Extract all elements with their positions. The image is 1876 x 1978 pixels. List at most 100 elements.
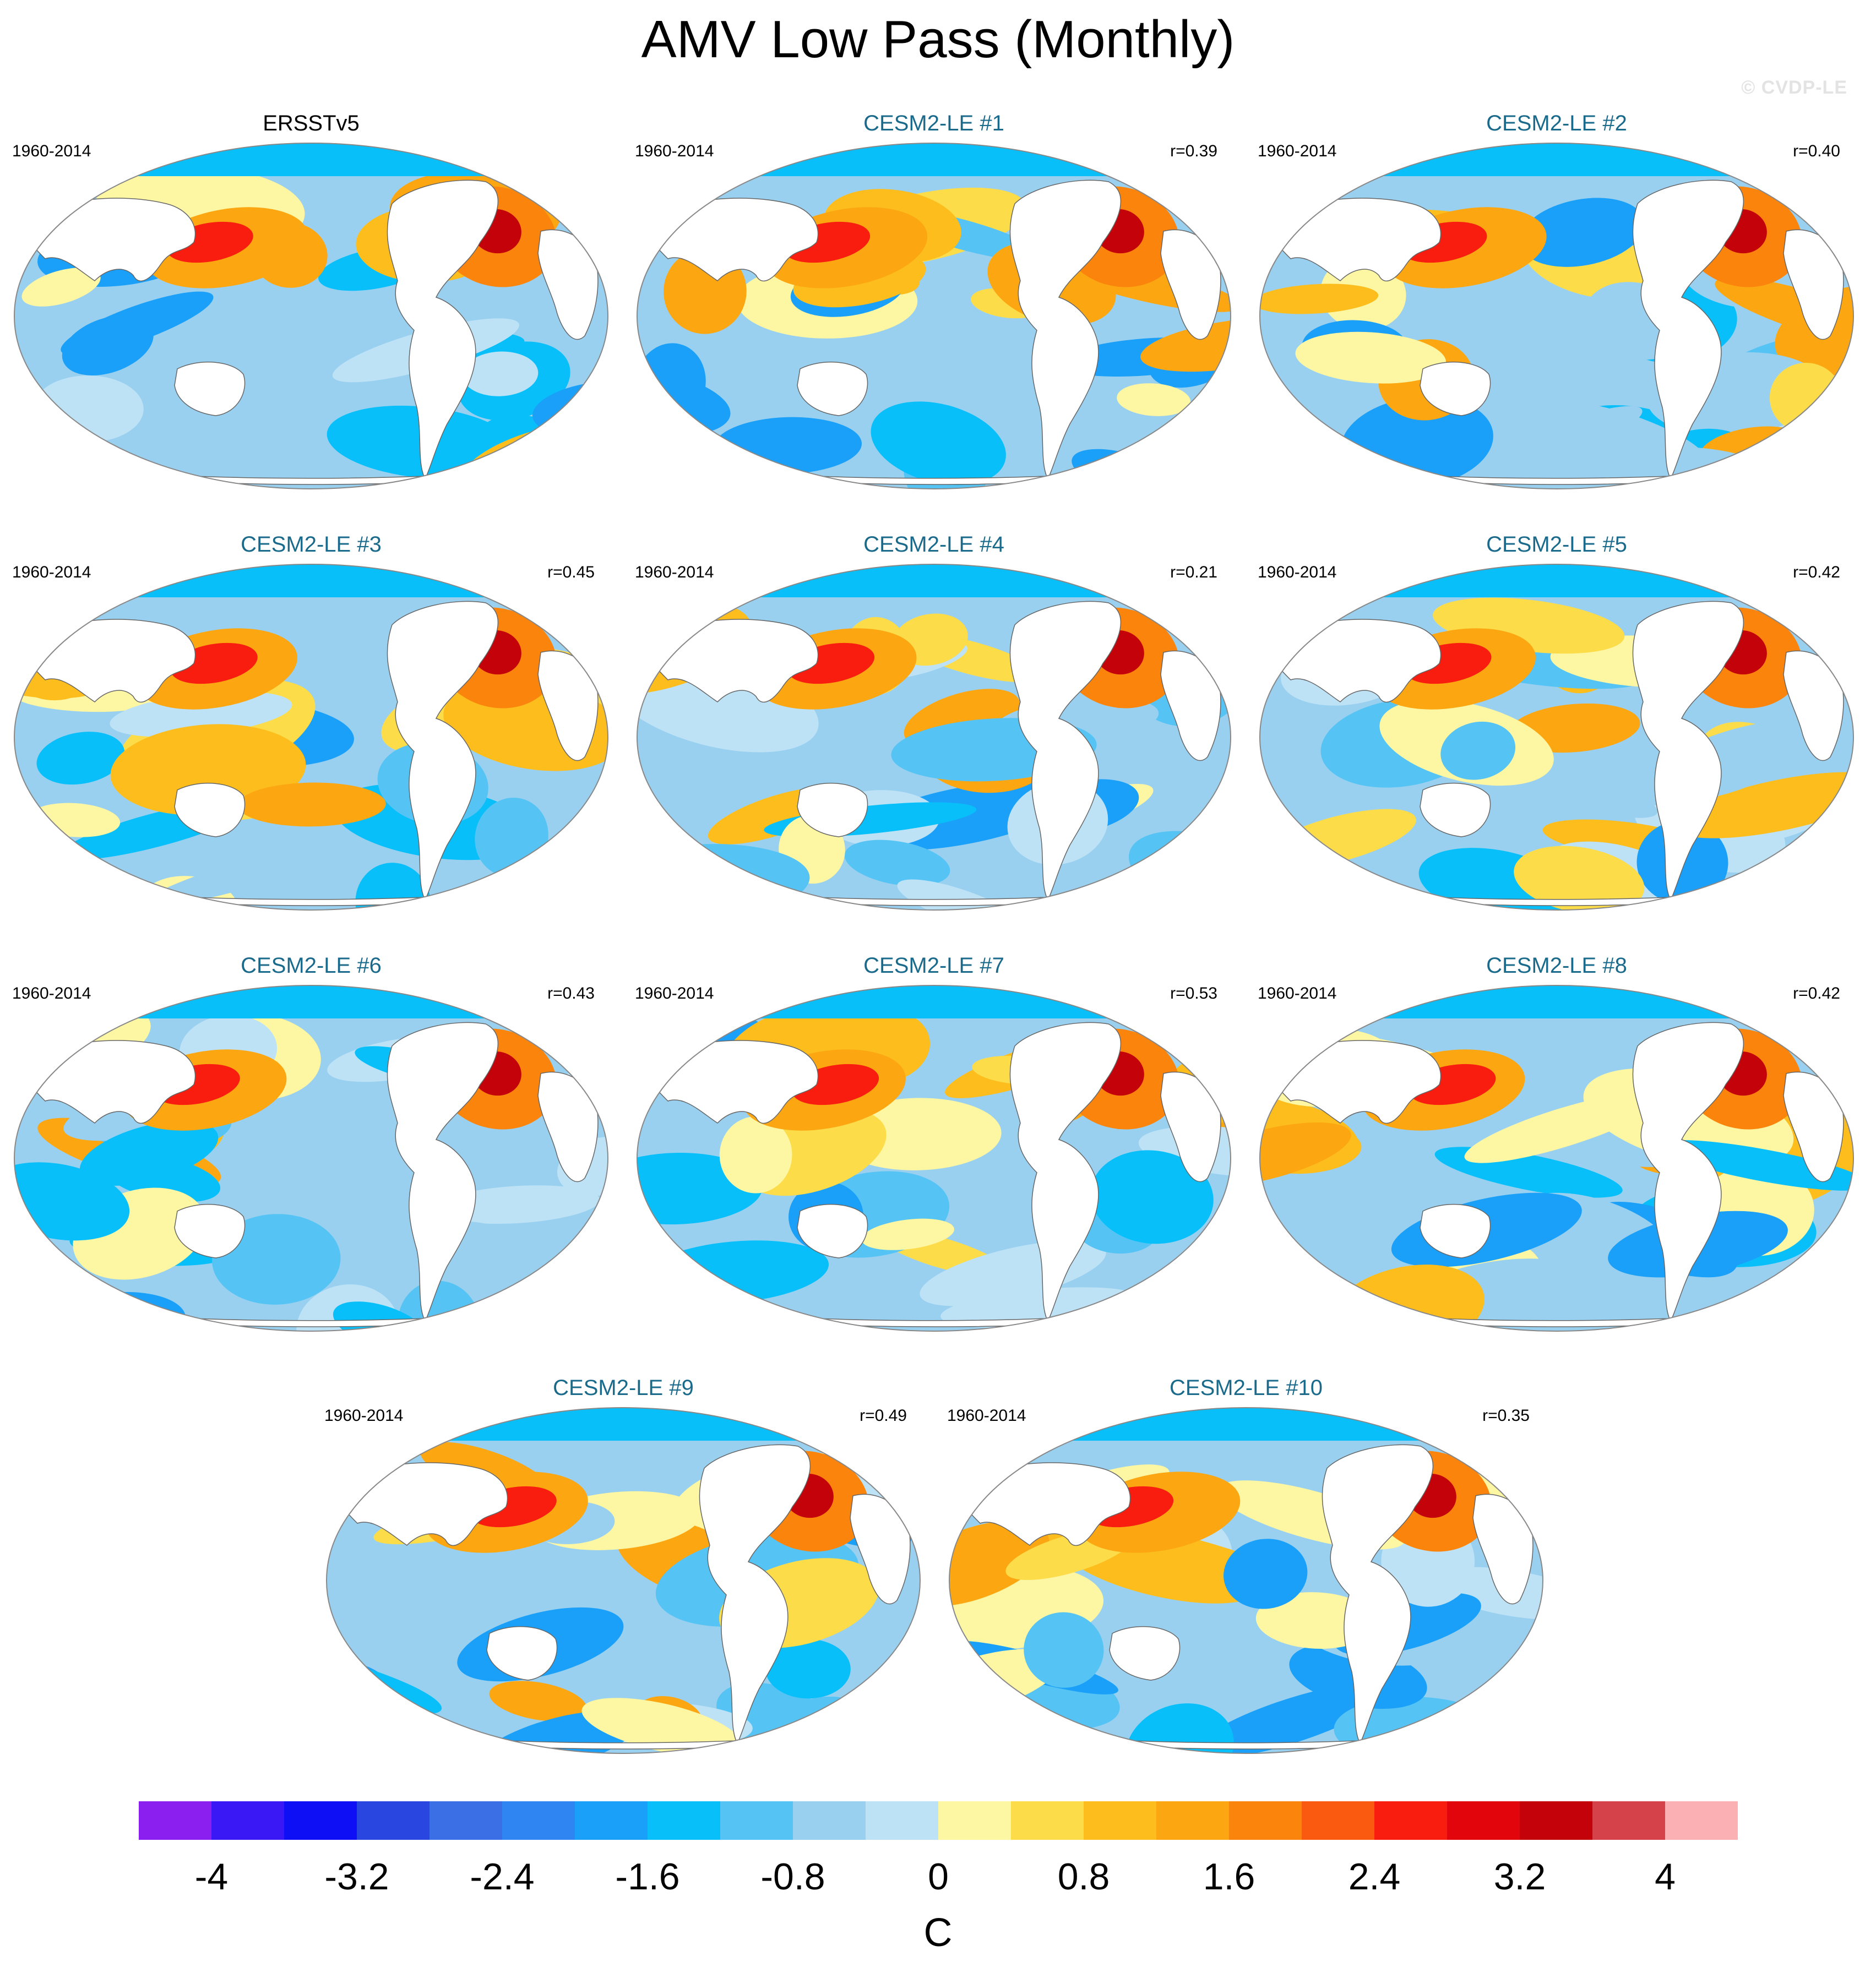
anomaly-region <box>1295 331 1447 384</box>
anomaly-region <box>1673 772 1853 838</box>
anomaly-region <box>187 432 349 489</box>
sst-anomaly-map <box>637 564 1231 911</box>
panel-correlation: r=0.45 <box>547 563 595 581</box>
map-panel-member-6: CESM2-LE #6 1960-2014 r=0.43 <box>6 952 617 1332</box>
colorbar-swatch <box>139 1801 211 1840</box>
land-mass <box>1009 179 1122 480</box>
colorbar-swatch <box>575 1801 648 1840</box>
panel-title: CESM2-LE #6 <box>241 953 382 978</box>
watermark: © CVDP-LE <box>1741 77 1847 98</box>
colorbar-swatch <box>1156 1801 1229 1840</box>
land-mass <box>1632 601 1744 901</box>
anomaly-region <box>176 305 298 377</box>
land-mass <box>1009 601 1122 901</box>
colorbar-swatch <box>211 1801 284 1840</box>
panel-correlation: r=0.42 <box>1793 984 1840 1002</box>
anomaly-region <box>885 422 989 471</box>
panel-correlation: r=0.35 <box>1482 1407 1530 1425</box>
map-border <box>14 985 608 1332</box>
anomaly-region <box>1514 846 1645 910</box>
colorbar-tick-label: -2.4 <box>470 1856 535 1898</box>
sst-anomaly-map <box>1259 143 1854 489</box>
anomaly-region <box>1520 198 1645 267</box>
anomaly-region <box>79 1121 219 1186</box>
anomaly-region <box>238 782 386 827</box>
sst-anomaly-map <box>1259 564 1854 911</box>
panel-period: 1960-2014 <box>947 1407 1026 1425</box>
panel-period: 1960-2014 <box>1258 984 1337 1002</box>
map-border <box>637 143 1231 489</box>
colorbar-tick-label: 3.2 <box>1493 1856 1546 1898</box>
anomaly-region <box>637 1153 763 1225</box>
anomaly-region <box>14 821 53 853</box>
colorbar-swatch <box>938 1801 1011 1840</box>
panel-title: CESM2-LE #10 <box>1170 1376 1323 1400</box>
anomaly-region <box>1117 383 1191 416</box>
land-mass <box>797 782 868 837</box>
colorbar <box>139 1801 1738 1840</box>
anomaly-region <box>897 879 1025 910</box>
panel-correlation: r=0.42 <box>1793 563 1840 581</box>
colorbar-swatch <box>429 1801 502 1840</box>
colorbar-swatch <box>1374 1801 1447 1840</box>
colorbar-tick-label: 2.4 <box>1348 1856 1401 1898</box>
colorbar-swatch <box>1084 1801 1156 1840</box>
land-mass <box>387 179 499 480</box>
panel-correlation: r=0.49 <box>860 1407 907 1425</box>
colorbar-tick-label: -0.8 <box>760 1856 825 1898</box>
map-panel-member-10: CESM2-LE #10 1960-2014 r=0.35 <box>940 1375 1552 1754</box>
sst-anomaly-map <box>326 1407 921 1754</box>
colorbar-tick-label: -1.6 <box>615 1856 680 1898</box>
colorbar-swatch <box>1011 1801 1084 1840</box>
map-border <box>637 564 1231 911</box>
colorbar-swatch <box>1665 1801 1738 1840</box>
land-mass <box>1632 1022 1744 1322</box>
map-panel-member-9: CESM2-LE #9 1960-2014 r=0.49 <box>318 1375 929 1754</box>
anomaly-region <box>1024 1612 1104 1688</box>
land-mass <box>1420 361 1491 416</box>
map-border <box>1259 564 1854 911</box>
panel-correlation: r=0.43 <box>547 984 595 1002</box>
sst-anomaly-map <box>637 985 1231 1332</box>
panel-period: 1960-2014 <box>324 1407 404 1425</box>
land-mass <box>1009 1022 1122 1322</box>
panel-title: CESM2-LE #3 <box>241 532 382 557</box>
anomaly-region <box>844 840 950 886</box>
panel-title: CESM2-LE #8 <box>1486 953 1627 978</box>
panel-correlation: r=0.39 <box>1170 142 1217 160</box>
land-mass <box>1632 179 1744 480</box>
colorbar-tick-label: -3.2 <box>324 1856 389 1898</box>
map-panel-member-7: CESM2-LE #7 1960-2014 r=0.53 <box>628 952 1239 1332</box>
land-mass <box>699 1444 811 1745</box>
land-mass <box>1322 1444 1434 1745</box>
map-panel-member-4: CESM2-LE #4 1960-2014 r=0.21 <box>628 531 1239 911</box>
colorbar-swatch <box>648 1801 720 1840</box>
anomaly-region <box>21 268 101 307</box>
land-mass <box>797 361 868 416</box>
map-panel-ersstv5: ERSSTv5 1960-2014 <box>6 110 617 490</box>
panel-period: 1960-2014 <box>1258 563 1337 581</box>
panel-period: 1960-2014 <box>12 142 91 160</box>
anomaly-region <box>14 1291 98 1331</box>
map-border <box>14 564 608 911</box>
colorbar-swatch <box>502 1801 575 1840</box>
land-mass <box>797 1203 868 1258</box>
panel-title: CESM2-LE #7 <box>863 953 1004 978</box>
panel-period: 1960-2014 <box>12 984 91 1002</box>
panel-title: CESM2-LE #4 <box>863 532 1004 557</box>
anomaly-region <box>32 1278 122 1330</box>
anomaly-region <box>489 1681 587 1721</box>
panel-period: 1960-2014 <box>635 142 714 160</box>
map-panel-member-1: CESM2-LE #1 1960-2014 r=0.39 <box>628 110 1239 490</box>
anomaly-region <box>462 351 539 396</box>
anomaly-region <box>1440 721 1516 780</box>
colorbar-tick-label: 1.6 <box>1203 1856 1255 1898</box>
anomaly-region <box>1090 1150 1214 1244</box>
panel-period: 1960-2014 <box>635 984 714 1002</box>
sst-anomaly-map <box>1259 985 1854 1332</box>
panel-period: 1960-2014 <box>12 563 91 581</box>
panel-title: CESM2-LE #9 <box>553 1376 694 1400</box>
anomaly-region <box>36 732 125 785</box>
anomaly-region <box>1090 879 1231 910</box>
anomaly-region <box>765 1639 851 1699</box>
